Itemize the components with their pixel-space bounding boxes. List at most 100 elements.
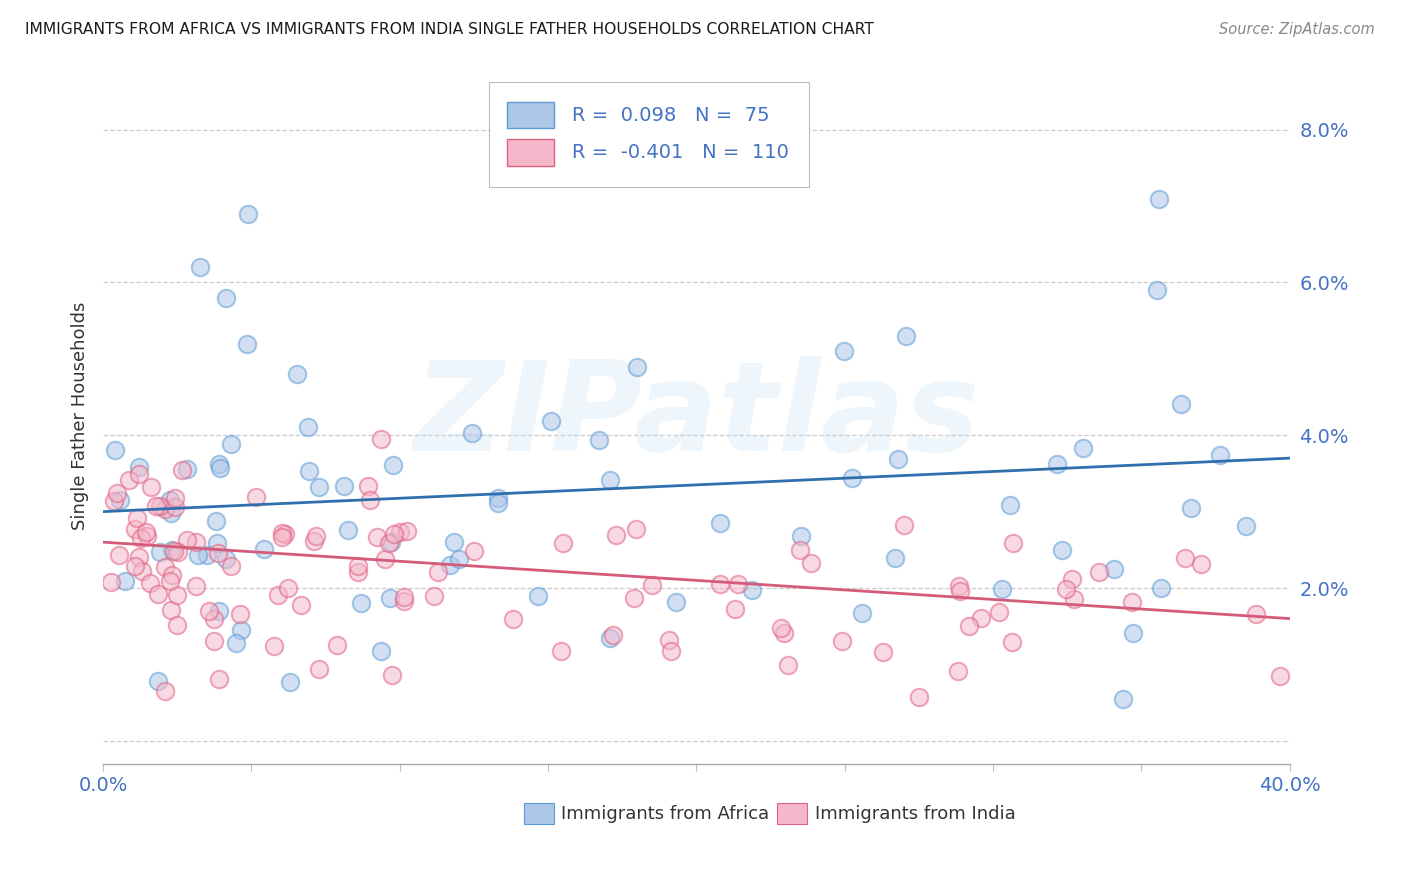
Point bbox=[297, 420, 319, 434]
Point bbox=[167, 545, 190, 559]
Point bbox=[271, 530, 294, 544]
Point bbox=[463, 544, 485, 558]
Point bbox=[1234, 519, 1257, 533]
Point bbox=[841, 471, 863, 485]
Point bbox=[163, 544, 186, 558]
Point bbox=[219, 437, 242, 451]
Point bbox=[176, 533, 198, 548]
Point bbox=[357, 478, 380, 492]
Point bbox=[205, 514, 228, 528]
Point bbox=[378, 591, 401, 605]
Point bbox=[350, 596, 373, 610]
Point bbox=[131, 564, 153, 578]
Point bbox=[308, 662, 330, 676]
Point bbox=[969, 611, 991, 625]
Point bbox=[658, 632, 681, 647]
Point bbox=[176, 462, 198, 476]
Point bbox=[202, 633, 225, 648]
Point bbox=[374, 551, 396, 566]
Point bbox=[1063, 592, 1085, 607]
Point bbox=[599, 474, 621, 488]
Point bbox=[872, 645, 894, 659]
Point bbox=[129, 531, 152, 545]
Point bbox=[1088, 565, 1111, 579]
Text: Immigrants from Africa: Immigrants from Africa bbox=[561, 805, 769, 822]
Point bbox=[346, 558, 368, 573]
Point bbox=[298, 464, 321, 478]
FancyBboxPatch shape bbox=[778, 804, 807, 824]
Point bbox=[207, 672, 229, 686]
Point bbox=[128, 549, 150, 564]
Point bbox=[184, 535, 207, 549]
Point bbox=[141, 480, 163, 494]
Point bbox=[894, 329, 917, 343]
Point bbox=[626, 360, 648, 375]
FancyBboxPatch shape bbox=[524, 804, 554, 824]
Point bbox=[486, 491, 509, 505]
Point bbox=[770, 621, 793, 635]
Point bbox=[215, 552, 238, 566]
Point bbox=[884, 550, 907, 565]
Text: ZIPatlas: ZIPatlas bbox=[413, 356, 980, 476]
Point bbox=[271, 526, 294, 541]
Point bbox=[160, 603, 183, 617]
Point bbox=[124, 522, 146, 536]
Point bbox=[197, 549, 219, 563]
Point bbox=[346, 565, 368, 579]
Point bbox=[957, 619, 980, 633]
Point bbox=[709, 577, 731, 591]
Point bbox=[551, 536, 574, 550]
Point bbox=[832, 344, 855, 359]
Point bbox=[626, 522, 648, 536]
Point bbox=[381, 668, 404, 682]
Point bbox=[1046, 457, 1069, 471]
Point bbox=[337, 523, 360, 537]
Point bbox=[114, 574, 136, 588]
Point bbox=[1170, 397, 1192, 411]
Point bbox=[443, 534, 465, 549]
Point bbox=[160, 568, 183, 582]
Point bbox=[550, 644, 572, 658]
Point bbox=[245, 490, 267, 504]
FancyBboxPatch shape bbox=[489, 82, 808, 186]
Point bbox=[588, 433, 610, 447]
Point bbox=[449, 551, 471, 566]
Point bbox=[396, 524, 419, 538]
Point bbox=[155, 684, 177, 698]
Point bbox=[1174, 551, 1197, 566]
Point bbox=[198, 604, 221, 618]
Point bbox=[170, 462, 193, 476]
Point bbox=[949, 583, 972, 598]
Point bbox=[219, 558, 242, 573]
Point bbox=[991, 582, 1014, 597]
Point bbox=[326, 638, 349, 652]
Point bbox=[187, 548, 209, 562]
Point bbox=[308, 479, 330, 493]
Point bbox=[117, 473, 139, 487]
Point bbox=[124, 559, 146, 574]
Point bbox=[1180, 501, 1202, 516]
Point bbox=[605, 527, 627, 541]
Point bbox=[1000, 498, 1022, 512]
Point bbox=[602, 628, 624, 642]
Point bbox=[709, 516, 731, 530]
Point bbox=[389, 525, 412, 540]
Point bbox=[159, 493, 181, 508]
Point bbox=[184, 579, 207, 593]
Point bbox=[772, 626, 794, 640]
Point bbox=[893, 518, 915, 533]
Point bbox=[159, 574, 181, 588]
Point bbox=[378, 536, 401, 550]
Point bbox=[135, 524, 157, 539]
Point bbox=[149, 545, 172, 559]
Point bbox=[486, 496, 509, 510]
Point bbox=[148, 587, 170, 601]
Point bbox=[108, 548, 131, 562]
Point bbox=[188, 260, 211, 274]
Point bbox=[225, 636, 247, 650]
Point bbox=[105, 485, 128, 500]
Point bbox=[149, 500, 172, 514]
Point bbox=[207, 457, 229, 471]
Point bbox=[439, 558, 461, 573]
Point bbox=[285, 367, 308, 381]
